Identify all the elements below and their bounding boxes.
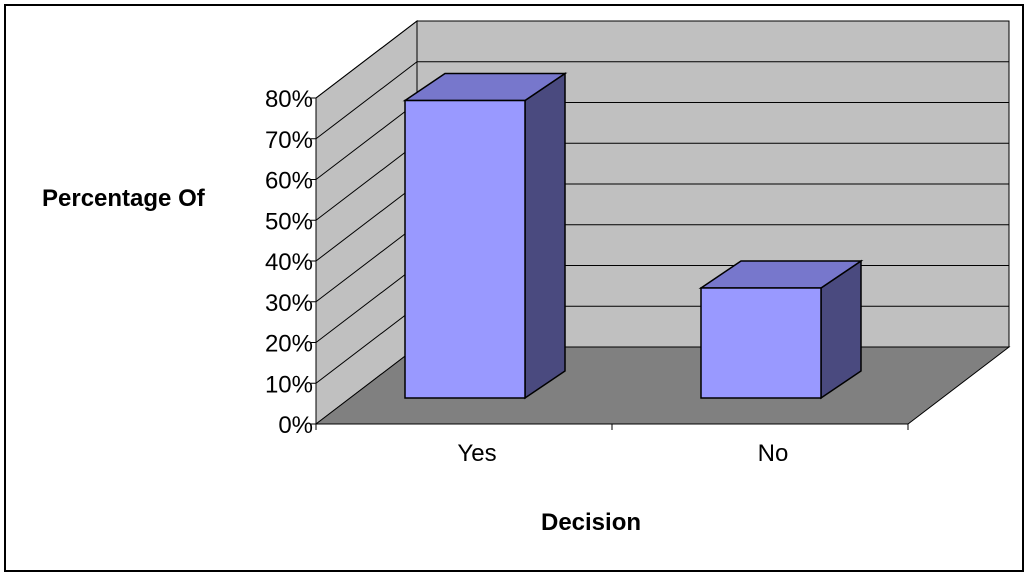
- axes: [311, 97, 909, 430]
- y-tick-label: 30%: [265, 290, 313, 317]
- x-tick-label: Yes: [457, 440, 496, 467]
- y-tick-label: 50%: [265, 208, 313, 235]
- bar-side: [524, 72, 566, 400]
- bar-front: [700, 287, 822, 399]
- bars: [402, 72, 864, 400]
- gridline: [315, 20, 1009, 99]
- y-tick-label: 80%: [265, 86, 313, 113]
- y-tick-label: 10%: [265, 371, 313, 398]
- gridline: [315, 61, 1009, 140]
- y-tick-label: 40%: [265, 249, 313, 276]
- y-tick-label: 0%: [278, 412, 313, 439]
- bar-yes: [402, 72, 568, 400]
- x-axis-title: Decision: [541, 509, 641, 536]
- y-tick-labels: 0% 10% 20% 30% 40% 50% 60% 70% 80%: [265, 86, 313, 439]
- y-tick-label: 70%: [265, 127, 313, 154]
- x-category-labels: Yes No: [457, 440, 788, 467]
- y-tick-label: 20%: [265, 331, 313, 358]
- y-tick-label: 60%: [265, 168, 313, 195]
- y-axis-title: Percentage Of: [42, 185, 206, 212]
- bar-no: [698, 259, 864, 400]
- bar-front: [404, 99, 526, 399]
- x-tick-label: No: [758, 440, 789, 467]
